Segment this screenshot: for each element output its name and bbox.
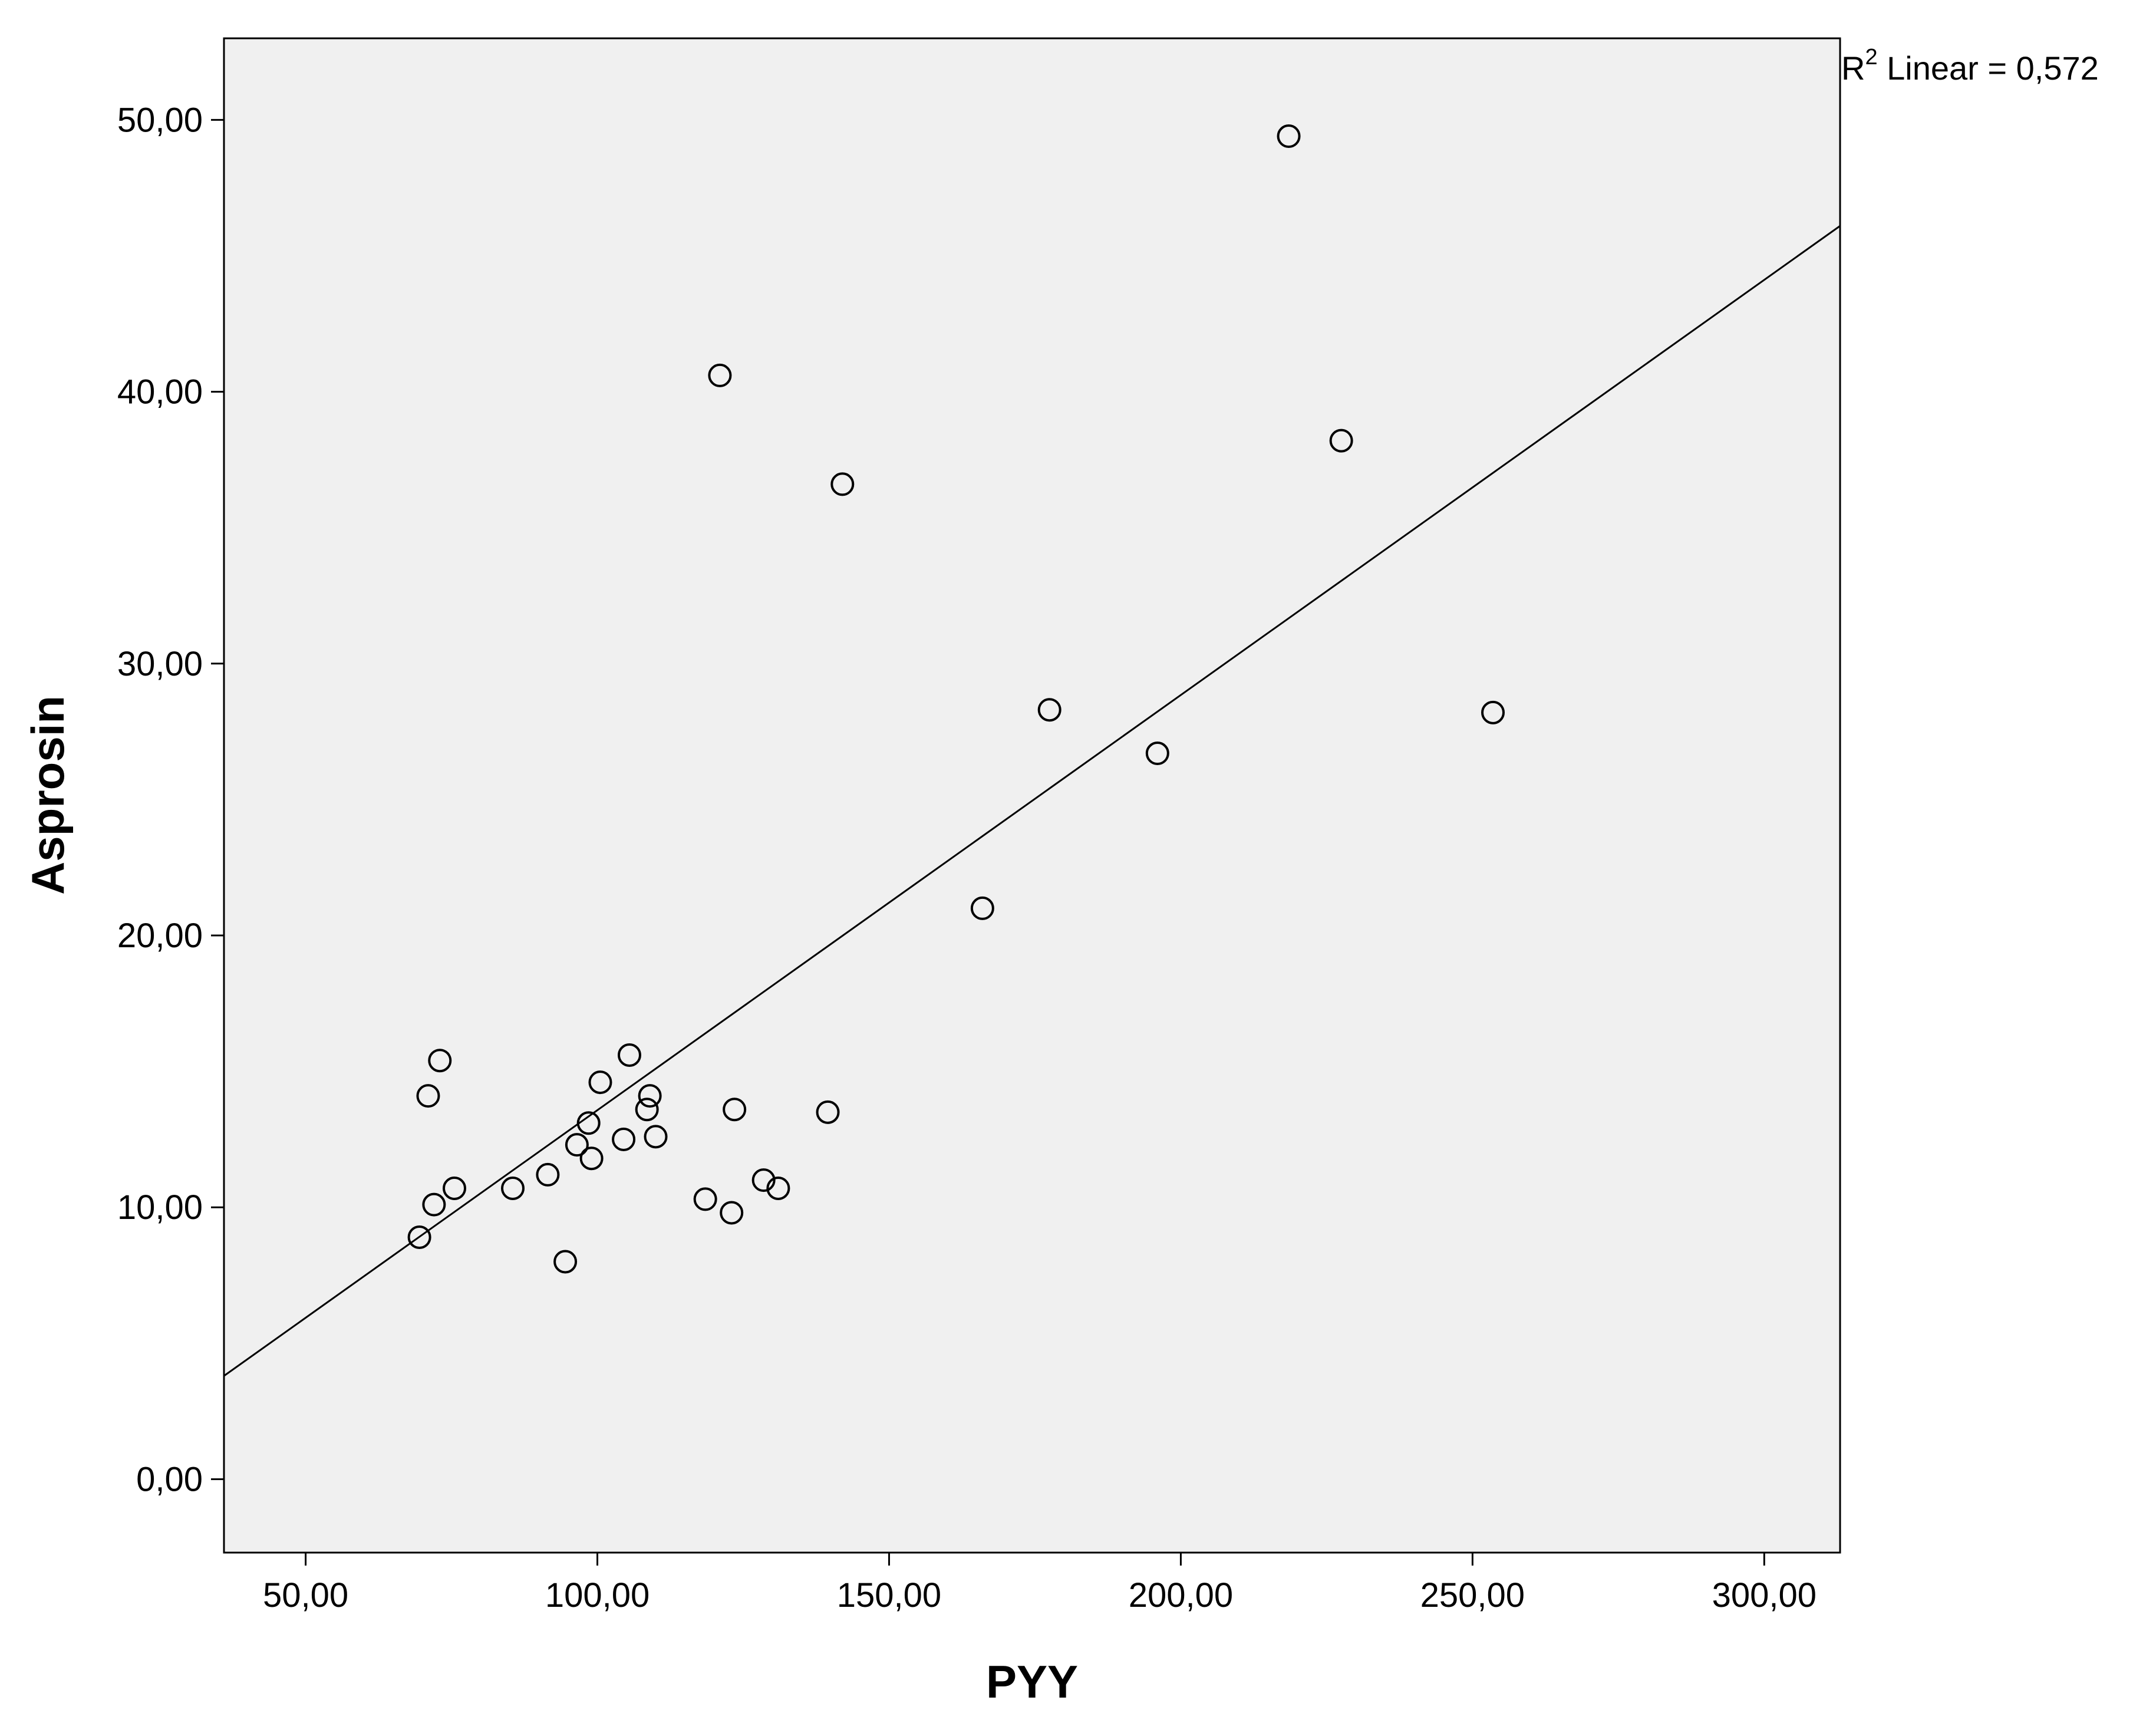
plot-area: [223, 37, 1841, 1554]
y-tick-label-3: 30,00: [117, 645, 203, 683]
x-tick-label-5: 300,00: [1712, 1576, 1817, 1614]
x-tick-label-2: 150,00: [837, 1576, 941, 1614]
data-point-25: [970, 896, 994, 920]
y-tick-label-4: 40,00: [117, 373, 203, 411]
data-point-6: [536, 1162, 560, 1187]
y-tick-label-2: 20,00: [117, 917, 203, 955]
data-point-0: [407, 1225, 431, 1249]
data-point-29: [1329, 429, 1353, 453]
r2-label-prefix: R: [1841, 50, 1865, 87]
r2-label-suffix: Linear = 0,572: [1878, 50, 2099, 87]
data-point-14: [635, 1098, 659, 1122]
data-point-1: [416, 1084, 440, 1108]
x-tick-label-3: 200,00: [1129, 1576, 1233, 1614]
data-point-23: [816, 1100, 840, 1124]
data-point-27: [1145, 742, 1169, 766]
x-tick-label-1: 100,00: [545, 1576, 650, 1614]
data-point-3: [428, 1049, 452, 1073]
r2-label-sup: 2: [1865, 45, 1877, 70]
data-point-12: [612, 1127, 636, 1151]
data-point-22: [766, 1176, 790, 1200]
y-axis-title: Asprosin: [22, 696, 74, 895]
y-tick-label-0: 0,00: [136, 1460, 203, 1498]
data-point-15: [638, 1084, 662, 1108]
data-point-10: [579, 1146, 604, 1171]
data-point-16: [644, 1125, 668, 1149]
x-tick-label-4: 250,00: [1420, 1576, 1525, 1614]
data-point-8: [565, 1133, 589, 1157]
data-point-2: [422, 1192, 446, 1217]
data-point-13: [617, 1043, 641, 1067]
data-point-7: [553, 1250, 578, 1274]
data-point-24: [830, 472, 855, 496]
x-axis: 50,00 100,00 150,00 200,00 250,00 300,00: [263, 1553, 1817, 1614]
data-point-5: [500, 1176, 525, 1200]
x-tick-label-0: 50,00: [263, 1576, 348, 1614]
points-layer: [407, 124, 1505, 1274]
data-point-26: [1037, 698, 1061, 722]
y-tick-label-1: 10,00: [117, 1188, 203, 1227]
data-point-18: [708, 363, 732, 387]
y-axis: 0,00 10,00 20,00 30,00 40,00 50,00: [117, 101, 224, 1498]
fit-line-layer: [223, 225, 1841, 1377]
data-point-21: [751, 1168, 776, 1192]
data-point-28: [1277, 124, 1301, 149]
r2-annotation: R2 Linear = 0,572: [1841, 45, 2099, 87]
x-axis-title: PYY: [986, 1656, 1078, 1708]
data-point-20: [723, 1098, 747, 1122]
data-point-30: [1481, 700, 1505, 724]
data-point-4: [443, 1176, 467, 1200]
y-tick-label-5: 50,00: [117, 101, 203, 139]
data-point-11: [588, 1070, 612, 1095]
fit-line: [223, 225, 1841, 1377]
data-point-19: [720, 1201, 744, 1225]
data-point-17: [693, 1187, 717, 1211]
data-point-9: [576, 1111, 601, 1135]
